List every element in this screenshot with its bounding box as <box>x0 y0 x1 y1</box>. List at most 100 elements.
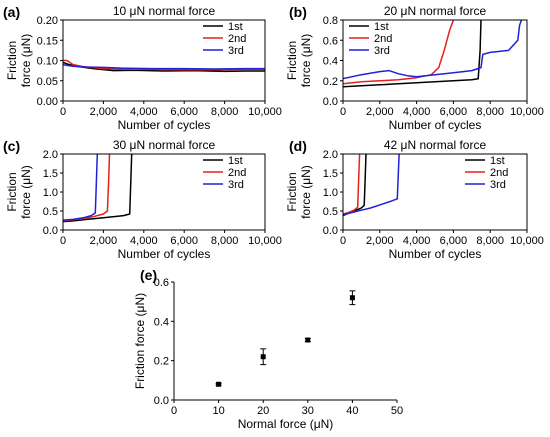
x-tick-label: 2,000 <box>90 235 118 247</box>
y-axis-label-line1: Friction <box>285 41 299 80</box>
x-tick-label: 6,000 <box>440 235 468 247</box>
y-tick-label: 2.0 <box>43 149 58 161</box>
y-tick-label: 0.0 <box>323 96 338 108</box>
series-line-3rd <box>343 20 523 80</box>
y-axis-label-line2: force (μN) <box>19 34 33 88</box>
legend-label-3rd: 3rd <box>228 179 244 191</box>
y-tick-label: 0.0 <box>43 225 58 237</box>
y-axis-label-line2: force (μN) <box>299 165 313 219</box>
legend-label-3rd: 3rd <box>374 45 390 57</box>
data-point <box>260 348 267 366</box>
legend-label-2nd: 2nd <box>228 167 246 179</box>
series-line-3rd <box>343 154 400 216</box>
x-axis-label: Number of cycles <box>389 118 482 132</box>
y-tick-label: 1.0 <box>43 187 58 199</box>
x-tick-label: 10,000 <box>510 235 544 247</box>
x-axis-label: Number of cycles <box>118 247 211 261</box>
series-group <box>343 20 523 88</box>
panel-label: (c) <box>3 138 20 154</box>
data-point <box>304 337 311 343</box>
y-tick-label: 0.10 <box>37 56 58 68</box>
y-tick-label: 0.15 <box>37 35 58 47</box>
point-marker <box>349 295 355 301</box>
series-line-1st <box>343 20 482 88</box>
series-line-1st <box>63 154 133 223</box>
x-tick-label: 8,000 <box>211 106 239 118</box>
y-tick-label: 1.5 <box>43 168 58 180</box>
y-tick-label: 0.20 <box>37 15 58 27</box>
y-axis-label-line1: Friction <box>5 172 19 211</box>
chart-title: 42 μN normal force <box>384 138 487 152</box>
panel-label: (b) <box>289 4 307 20</box>
x-tick-label: 4,000 <box>403 106 431 118</box>
y-tick-label: 0.00 <box>37 96 58 108</box>
data-point <box>349 290 356 306</box>
x-tick-label: 40 <box>346 405 358 417</box>
series-group <box>63 154 133 223</box>
x-tick-label: 30 <box>302 405 314 417</box>
legend-label-2nd: 2nd <box>490 167 508 179</box>
x-tick-label: 10,000 <box>248 235 282 247</box>
y-tick-label: 0.4 <box>154 316 169 328</box>
chart-title: 30 μN normal force <box>113 138 216 152</box>
y-tick-label: 0.0 <box>154 395 169 407</box>
panel-label: (d) <box>289 138 307 154</box>
panel-e: (e) 0 10 20 30 40 50 0.0 0.2 0.4 0.6 Normal force (… <box>133 267 403 431</box>
y-axis-label-line1: Friction <box>5 41 19 80</box>
x-tick-label: 8,000 <box>476 235 504 247</box>
x-tick-label: 2,000 <box>366 235 394 247</box>
legend-label-2nd: 2nd <box>374 33 392 45</box>
y-tick-label: 0.6 <box>154 277 169 289</box>
panel-c: (c) 30 μN normal force 0 2,000 4,000 6,000 8,0… <box>3 138 282 261</box>
y-axis-label-line1: Friction <box>285 172 299 211</box>
y-tick-label: 2.0 <box>323 149 338 161</box>
x-tick-label: 6,000 <box>170 106 198 118</box>
y-axis-label-line2: force (μN) <box>299 34 313 88</box>
legend-label-1st: 1st <box>374 21 389 33</box>
plot-frame <box>342 19 528 102</box>
x-tick-label: 4,000 <box>403 235 431 247</box>
panel-label: (a) <box>3 4 20 20</box>
legend-label-1st: 1st <box>490 155 505 167</box>
y-axis-label: Friction force (μN) <box>133 293 147 389</box>
x-tick-label: 20 <box>257 405 269 417</box>
y-tick-label: 0.4 <box>323 56 338 68</box>
x-axis-label: Normal force (μN) <box>238 417 334 431</box>
x-tick-label: 10 <box>212 405 224 417</box>
y-tick-label: 0.5 <box>323 206 338 218</box>
y-tick-label: 0.05 <box>37 76 58 88</box>
y-axis-label-line2: force (μN) <box>19 165 33 219</box>
legend-label-3rd: 3rd <box>228 45 244 57</box>
y-tick-label: 1.5 <box>323 168 338 180</box>
x-tick-label: 10,000 <box>248 106 282 118</box>
point-marker <box>216 381 222 387</box>
x-tick-label: 0 <box>340 235 346 247</box>
panel-d: (d) 42 μN normal force 0 2,000 4,000 6,000 8,0… <box>285 138 544 261</box>
y-tick-label: 0.8 <box>323 15 338 27</box>
x-tick-label: 2,000 <box>90 106 118 118</box>
x-tick-label: 0 <box>60 235 66 247</box>
series-group <box>343 154 400 217</box>
panel-b: (b) 20 μN normal force 0 2,000 4,000 6,000 8,0… <box>285 4 544 132</box>
x-axis-label: Number of cycles <box>389 247 482 261</box>
x-tick-label: 4,000 <box>130 106 158 118</box>
x-tick-label: 10,000 <box>510 106 544 118</box>
x-tick-label: 0 <box>60 106 66 118</box>
point-marker <box>305 337 311 343</box>
panel-label: (e) <box>140 267 157 283</box>
x-tick-label: 8,000 <box>211 235 239 247</box>
x-tick-label: 50 <box>391 405 403 417</box>
data-point <box>215 381 222 387</box>
x-axis-label: Number of cycles <box>118 118 211 132</box>
x-tick-label: 2,000 <box>366 106 394 118</box>
series-line-3rd <box>63 63 265 70</box>
series-line-2nd <box>63 59 265 71</box>
chart-title: 10 μN normal force <box>113 4 216 18</box>
series-line-1st <box>343 154 367 217</box>
legend-label-1st: 1st <box>228 155 243 167</box>
